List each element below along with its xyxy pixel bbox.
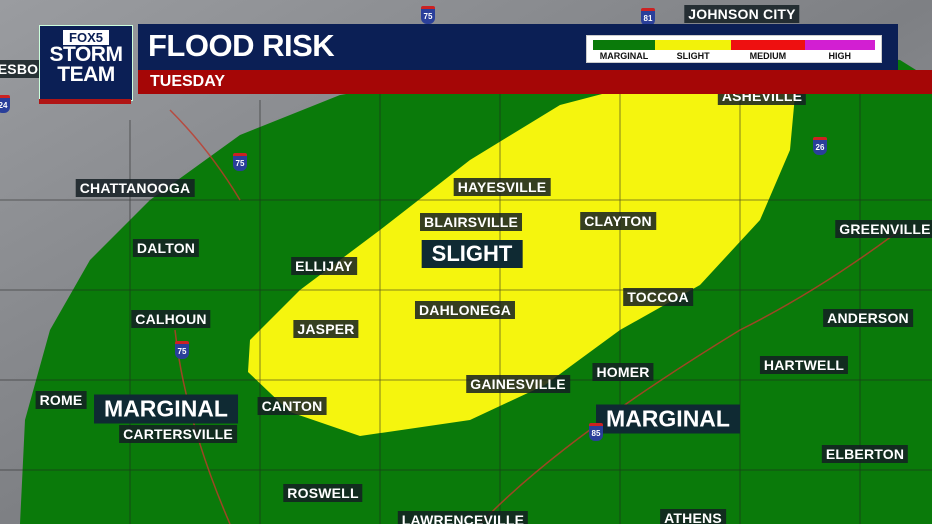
city-label: CANTON bbox=[257, 397, 327, 415]
fox5-storm-team-logo: FOX5 STORM TEAM bbox=[39, 25, 133, 101]
interstate-shield-icon: 75 bbox=[233, 153, 247, 171]
legend-label-high: HIGH bbox=[828, 51, 852, 61]
city-label: ESBO bbox=[0, 60, 43, 78]
marginal-region-label-west: MARGINAL bbox=[94, 394, 238, 424]
legend-labels: MARGINAL SLIGHT MEDIUM HIGH bbox=[593, 51, 875, 61]
logo-brand: FOX5 bbox=[63, 30, 109, 45]
city-label: LAWRENCEVILLE bbox=[397, 511, 529, 524]
city-label: CLAYTON bbox=[580, 212, 656, 230]
interstate-shield-icon: 85 bbox=[589, 423, 603, 441]
city-label: ATHENS bbox=[660, 509, 726, 524]
city-label: TOCCOA bbox=[623, 288, 693, 306]
logo-line2: TEAM bbox=[57, 63, 115, 86]
city-label: ROSWELL bbox=[283, 484, 363, 502]
city-label: ROME bbox=[35, 391, 87, 409]
city-label: ELLIJAY bbox=[291, 257, 357, 275]
city-label: GREENVILLE bbox=[835, 220, 932, 238]
city-label: DALTON bbox=[132, 239, 200, 257]
legend-swatch-marginal bbox=[593, 40, 656, 50]
day-bar: TUESDAY bbox=[138, 70, 932, 94]
legend-label-marginal: MARGINAL bbox=[599, 51, 649, 61]
city-label: JOHNSON CITY bbox=[684, 5, 800, 23]
logo-accent-bar bbox=[39, 99, 131, 104]
interstate-shield-icon: 81 bbox=[641, 8, 655, 26]
city-label: CARTERSVILLE bbox=[119, 425, 237, 443]
city-label: JASPER bbox=[293, 320, 359, 338]
interstate-shield-icon: 26 bbox=[813, 137, 827, 155]
legend-label-slight: SLIGHT bbox=[676, 51, 710, 61]
legend-swatch-high bbox=[804, 40, 875, 50]
logo-line1: STORM bbox=[49, 43, 123, 66]
marginal-region-label-east: MARGINAL bbox=[596, 404, 740, 434]
interstate-shield-icon: 75 bbox=[421, 6, 435, 24]
page-title: FLOOD RISK bbox=[148, 28, 335, 63]
city-label: HAYESVILLE bbox=[453, 178, 551, 196]
city-label: CALHOUN bbox=[131, 310, 211, 328]
city-label: HOMER bbox=[592, 363, 654, 381]
slight-region-label: SLIGHT bbox=[421, 240, 523, 268]
legend-swatch-medium bbox=[731, 40, 805, 50]
county-borders bbox=[0, 60, 932, 524]
risk-legend: MARGINAL SLIGHT MEDIUM HIGH bbox=[586, 35, 882, 63]
city-label: ANDERSON bbox=[823, 309, 913, 327]
interstate-shield-icon: 24 bbox=[0, 95, 10, 113]
city-label: CHATTANOOGA bbox=[75, 179, 195, 197]
city-label: GAINESVILLE bbox=[466, 375, 570, 393]
city-label: BLAIRSVILLE bbox=[420, 213, 522, 231]
city-label: DAHLONEGA bbox=[414, 301, 516, 319]
legend-color-bar bbox=[593, 40, 875, 50]
legend-label-medium: MEDIUM bbox=[749, 51, 787, 61]
forecast-day: TUESDAY bbox=[150, 73, 225, 90]
legend-swatch-slight bbox=[655, 40, 732, 50]
interstate-shield-icon: 75 bbox=[175, 341, 189, 359]
city-label: ELBERTON bbox=[821, 445, 909, 463]
city-label: HARTWELL bbox=[759, 356, 849, 374]
